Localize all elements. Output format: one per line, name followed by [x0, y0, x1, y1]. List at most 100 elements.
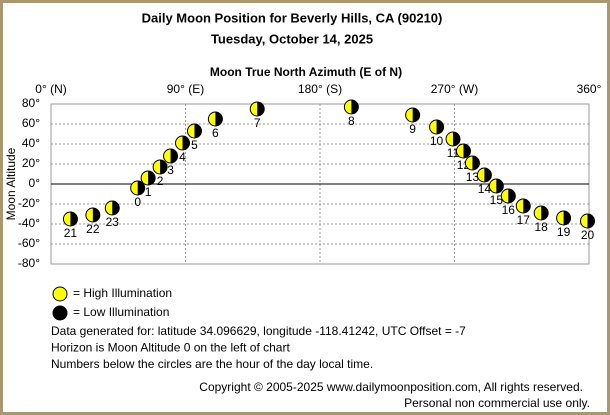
- moon-point: [488, 178, 504, 194]
- moon-outline: [533, 205, 549, 221]
- moon-lit-half: [477, 168, 485, 182]
- legend-label: = High Illumination: [73, 286, 172, 300]
- moon-lit-half: [516, 199, 524, 213]
- moon-point: [445, 131, 461, 147]
- hour-label: 18: [534, 220, 548, 234]
- y-tick-label: 40°: [22, 136, 40, 150]
- note: Horizon is Moon Altitude 0 on the left o…: [51, 341, 290, 355]
- moon-point: [104, 200, 120, 216]
- y-tick-label: -20°: [18, 196, 40, 210]
- x-axis-title: Moon True North Azimuth (E of N): [210, 65, 402, 79]
- moon-lit-half: [141, 171, 149, 185]
- moon-outline: [85, 207, 101, 223]
- moon-dark-half: [496, 179, 504, 193]
- moon-dark-half: [472, 156, 480, 170]
- moon-lit-half: [187, 124, 195, 138]
- moon-dark-half: [137, 181, 145, 195]
- hour-label: 1: [145, 185, 152, 199]
- chart-subtitle: Tuesday, October 14, 2025: [211, 31, 373, 46]
- moon-point: [186, 123, 202, 139]
- hour-label: 22: [86, 222, 100, 236]
- moon-lit-half: [130, 181, 138, 195]
- moon-point: [62, 211, 78, 227]
- moon-dark-half: [351, 100, 359, 114]
- hour-label: 2: [157, 174, 164, 188]
- hour-label: 4: [179, 150, 186, 164]
- moon-point: [476, 167, 492, 183]
- legend-label: = Low Illumination: [73, 305, 169, 319]
- moon-point: [556, 210, 572, 226]
- moon-dark-half: [170, 149, 178, 163]
- moon-point: [152, 159, 168, 175]
- moon-dark-half: [412, 108, 420, 122]
- copyright: Copyright © 2005-2025 www.dailymoonposit…: [199, 380, 583, 394]
- moon-dark-half: [508, 189, 516, 203]
- moon-point: [500, 188, 516, 204]
- moon-outline: [104, 200, 120, 216]
- moon-outline: [556, 210, 572, 226]
- y-tick-label: 20°: [22, 156, 40, 170]
- hour-label: 8: [348, 114, 355, 128]
- moon-lit-half: [465, 156, 473, 170]
- moon-lit-half: [250, 102, 258, 117]
- y-tick-label: 0°: [29, 176, 41, 190]
- moon-point: [85, 207, 101, 223]
- moon-lit-half: [489, 179, 497, 193]
- x-tick-label: 90° (E): [167, 82, 204, 96]
- moon-lit-half: [534, 206, 542, 220]
- moon-dark-half: [160, 160, 168, 174]
- moon-lit-half: [175, 136, 183, 150]
- moon-point: [207, 111, 223, 127]
- moon-outline: [62, 211, 78, 227]
- hour-label: 14: [478, 182, 492, 196]
- moon-point: [175, 135, 191, 151]
- moon-outline: [130, 180, 146, 196]
- y-tick-label: 60°: [22, 116, 40, 130]
- moon-point: [163, 148, 179, 164]
- chart-title: Daily Moon Position for Beverly Hills, C…: [142, 10, 443, 25]
- hour-label: 17: [517, 213, 531, 227]
- moon-point: [580, 213, 596, 229]
- y-tick-label: -40°: [18, 216, 40, 230]
- hour-label: 5: [191, 138, 198, 152]
- moon-point: [405, 107, 421, 123]
- hour-label: 16: [502, 203, 516, 217]
- x-tick-label: 180° (S): [298, 82, 342, 96]
- hour-label: 9: [409, 122, 416, 136]
- x-tick-label: 360°: [577, 82, 602, 96]
- x-tick-label: 270° (W): [431, 82, 478, 96]
- hour-label: 10: [430, 134, 444, 148]
- moon-dark-half: [194, 124, 202, 138]
- moon-outline: [343, 99, 359, 115]
- moon-outline: [580, 213, 596, 229]
- moon-lit-half: [208, 112, 216, 126]
- moon-dark-half: [453, 132, 461, 146]
- moon-lit-half: [405, 108, 413, 122]
- hour-label: 13: [466, 170, 480, 184]
- legend-marker: [52, 286, 68, 302]
- moon-dark-half: [257, 102, 265, 117]
- moon-lit-half: [85, 208, 93, 222]
- moon-dark-half: [182, 136, 190, 150]
- moon-outline: [488, 178, 504, 194]
- moon-point: [515, 198, 531, 214]
- moon-dark-half: [92, 208, 100, 222]
- moon-outline: [429, 119, 445, 135]
- moon-outline: [464, 155, 480, 171]
- note: Numbers below the circles are the hour o…: [51, 357, 373, 371]
- moon-dark-half: [112, 201, 120, 215]
- moon-point: [429, 119, 445, 135]
- hour-label: 0: [134, 195, 141, 209]
- y-tick-label: -60°: [18, 236, 40, 250]
- moon-outline: [500, 188, 516, 204]
- moon-outline: [445, 131, 461, 147]
- moon-lit-half: [63, 212, 71, 226]
- copyright: Personal non commercial use only.: [404, 396, 590, 410]
- y-tick-label: 80°: [22, 96, 40, 110]
- moon-lit-half: [163, 149, 171, 163]
- moon-lit-half: [429, 120, 437, 134]
- hour-label: 6: [212, 126, 219, 140]
- moon-outline: [476, 167, 492, 183]
